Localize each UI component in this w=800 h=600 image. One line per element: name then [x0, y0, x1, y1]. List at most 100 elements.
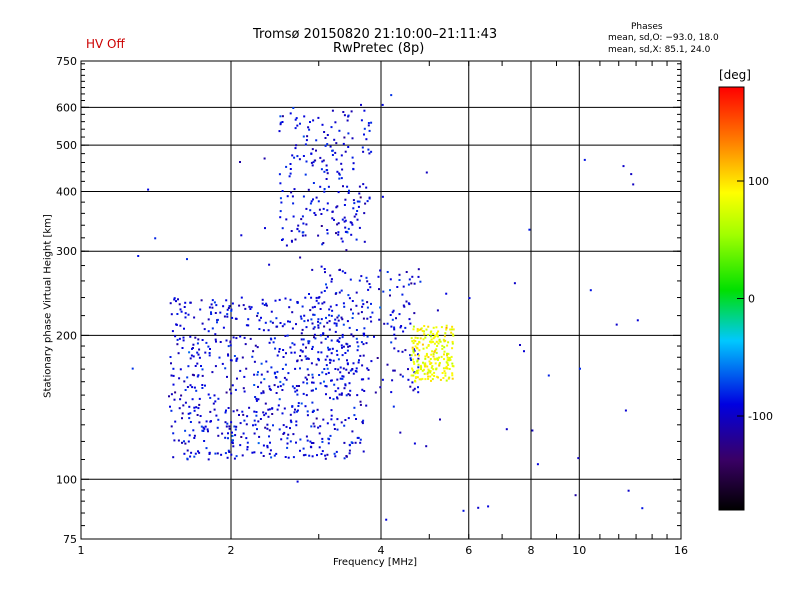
data-point — [168, 395, 170, 398]
data-point — [340, 344, 343, 347]
data-point — [271, 407, 274, 410]
data-point — [446, 352, 449, 355]
data-point — [189, 301, 192, 304]
data-point — [353, 414, 356, 417]
data-point — [421, 369, 424, 372]
data-point — [283, 431, 286, 434]
data-point — [226, 422, 229, 425]
data-point — [154, 237, 157, 240]
data-point — [435, 351, 438, 354]
data-point — [418, 329, 421, 331]
data-point — [330, 414, 333, 417]
data-point — [390, 341, 393, 344]
data-point — [326, 232, 329, 235]
data-point — [443, 335, 446, 338]
data-point — [422, 347, 425, 350]
data-point — [381, 378, 384, 381]
data-point — [251, 355, 254, 358]
data-point — [430, 366, 433, 369]
data-point — [342, 302, 345, 305]
data-point — [296, 409, 299, 412]
data-point — [447, 352, 450, 355]
data-point — [391, 311, 394, 314]
data-point — [193, 374, 195, 377]
data-point — [531, 429, 534, 432]
data-point — [253, 451, 256, 454]
data-point — [181, 417, 183, 420]
data-point — [210, 311, 212, 314]
data-point — [287, 456, 290, 459]
data-point — [269, 320, 272, 323]
data-point — [343, 220, 346, 223]
data-point — [399, 373, 402, 376]
data-point — [392, 369, 395, 372]
data-point — [328, 320, 331, 323]
data-point — [421, 343, 424, 346]
data-point — [408, 278, 411, 281]
data-point — [287, 320, 289, 323]
data-point — [424, 355, 427, 358]
data-point — [293, 351, 296, 354]
data-point — [343, 457, 346, 460]
data-point — [281, 121, 284, 123]
data-point — [424, 364, 427, 367]
data-point — [294, 118, 297, 121]
data-point — [341, 375, 344, 378]
data-point — [344, 384, 347, 387]
data-point — [417, 357, 420, 360]
data-point — [437, 358, 439, 361]
data-point — [269, 388, 272, 391]
data-point — [414, 340, 417, 343]
data-point — [308, 340, 311, 343]
data-point — [422, 361, 424, 364]
data-point — [358, 192, 361, 195]
data-point — [367, 122, 370, 124]
data-point — [249, 337, 252, 340]
data-point — [391, 379, 394, 382]
data-point — [353, 202, 356, 205]
data-point — [268, 435, 270, 438]
data-point — [312, 161, 315, 164]
data-point — [196, 375, 199, 378]
data-point — [293, 156, 296, 159]
data-point — [310, 389, 313, 392]
data-point — [309, 209, 312, 212]
data-point — [302, 155, 305, 157]
data-point — [320, 291, 323, 294]
data-point — [225, 339, 228, 342]
data-point — [362, 150, 365, 153]
data-point — [398, 279, 401, 281]
data-point — [296, 301, 299, 303]
data-point — [210, 303, 213, 306]
data-point — [311, 345, 314, 348]
data-point — [356, 394, 359, 397]
data-point — [195, 406, 198, 409]
data-point — [325, 316, 327, 319]
data-point — [222, 305, 225, 308]
data-point — [433, 375, 436, 377]
data-point — [253, 360, 256, 363]
data-point — [256, 314, 259, 317]
data-point — [323, 188, 326, 190]
data-point — [205, 447, 208, 450]
data-point — [340, 162, 343, 165]
data-point — [197, 353, 200, 356]
data-point — [215, 414, 218, 417]
data-point — [407, 378, 410, 381]
data-point — [299, 449, 301, 452]
data-point — [326, 355, 329, 358]
data-point — [323, 290, 326, 292]
data-point — [338, 393, 341, 396]
data-point — [417, 391, 420, 394]
data-point — [293, 343, 296, 346]
data-point — [437, 342, 440, 345]
data-point — [193, 409, 196, 412]
data-point — [435, 348, 438, 351]
data-point — [203, 440, 206, 442]
data-point — [318, 446, 321, 449]
data-point — [279, 210, 282, 213]
data-point — [218, 356, 221, 359]
data-point — [413, 282, 416, 285]
data-point — [263, 414, 266, 417]
data-point — [333, 218, 335, 221]
